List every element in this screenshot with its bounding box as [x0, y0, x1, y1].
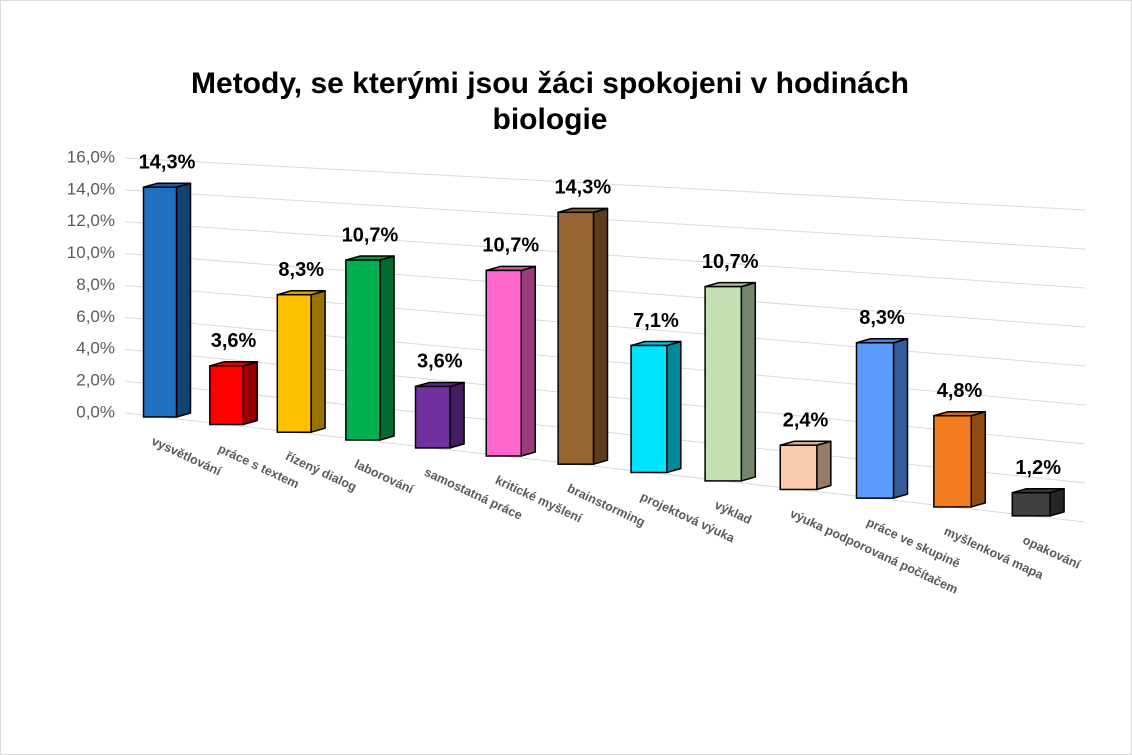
bar-side [592, 207, 609, 465]
value-label: 1,2% [1015, 457, 1061, 479]
value-label: 10,7% [342, 224, 399, 246]
bar-side [740, 281, 757, 482]
bar-side [310, 289, 326, 433]
grid-line [124, 157, 1086, 211]
bar-front [485, 269, 522, 457]
value-label: 8,3% [278, 259, 324, 281]
y-tick-label: 12,0% [67, 211, 115, 230]
value-label: 14,3% [554, 177, 611, 199]
value-label: 7,1% [633, 310, 679, 332]
y-tick-label: 16,0% [67, 147, 115, 166]
y-tick-label: 14,0% [67, 179, 115, 198]
bar [630, 340, 682, 474]
bar-front [276, 293, 312, 433]
y-tick-label: 8,0% [76, 275, 115, 294]
bar [142, 182, 192, 418]
bar [704, 281, 757, 482]
value-label: 10,7% [702, 251, 759, 273]
bar [485, 265, 536, 457]
y-tick-label: 6,0% [76, 307, 115, 326]
bar [414, 381, 465, 449]
bar-side [816, 440, 832, 491]
bar-side [520, 265, 536, 457]
bar-front [209, 365, 245, 426]
bar-front [414, 385, 451, 449]
y-tick-label: 2,0% [76, 371, 115, 390]
bar [209, 361, 258, 426]
value-label: 14,3% [139, 151, 196, 173]
bar-front [557, 211, 595, 465]
bar-front [345, 259, 381, 441]
bar [557, 207, 609, 465]
bar [1011, 487, 1065, 517]
value-label: 3,6% [417, 351, 463, 373]
bar-front [933, 414, 972, 508]
bar-side [666, 340, 682, 474]
bar-front [142, 186, 178, 418]
bar [276, 289, 326, 433]
bar-front [855, 342, 895, 499]
bar-side [175, 182, 192, 418]
y-tick-label: 10,0% [67, 243, 115, 262]
bar [933, 410, 986, 508]
chart-title: Metody, se kterými jsou žáci spokojeni v… [191, 67, 909, 136]
value-label: 2,4% [783, 410, 829, 432]
y-tick-label: 4,0% [76, 339, 115, 358]
bar-side [892, 338, 909, 499]
bar-front [704, 285, 743, 482]
value-label: 4,8% [937, 380, 983, 402]
value-label: 8,3% [859, 307, 905, 329]
bar-front [1011, 491, 1051, 517]
bar-side [449, 381, 465, 449]
bar-side [379, 255, 395, 441]
y-tick-label: 0,0% [76, 402, 115, 421]
bar-front [630, 344, 668, 474]
bar [779, 440, 832, 491]
bar-side [242, 361, 258, 426]
bar [855, 338, 909, 499]
bar [345, 255, 395, 441]
bar-front [779, 444, 818, 491]
value-label: 10,7% [482, 235, 539, 257]
bar-side [970, 410, 986, 508]
value-label: 3,6% [211, 330, 257, 352]
